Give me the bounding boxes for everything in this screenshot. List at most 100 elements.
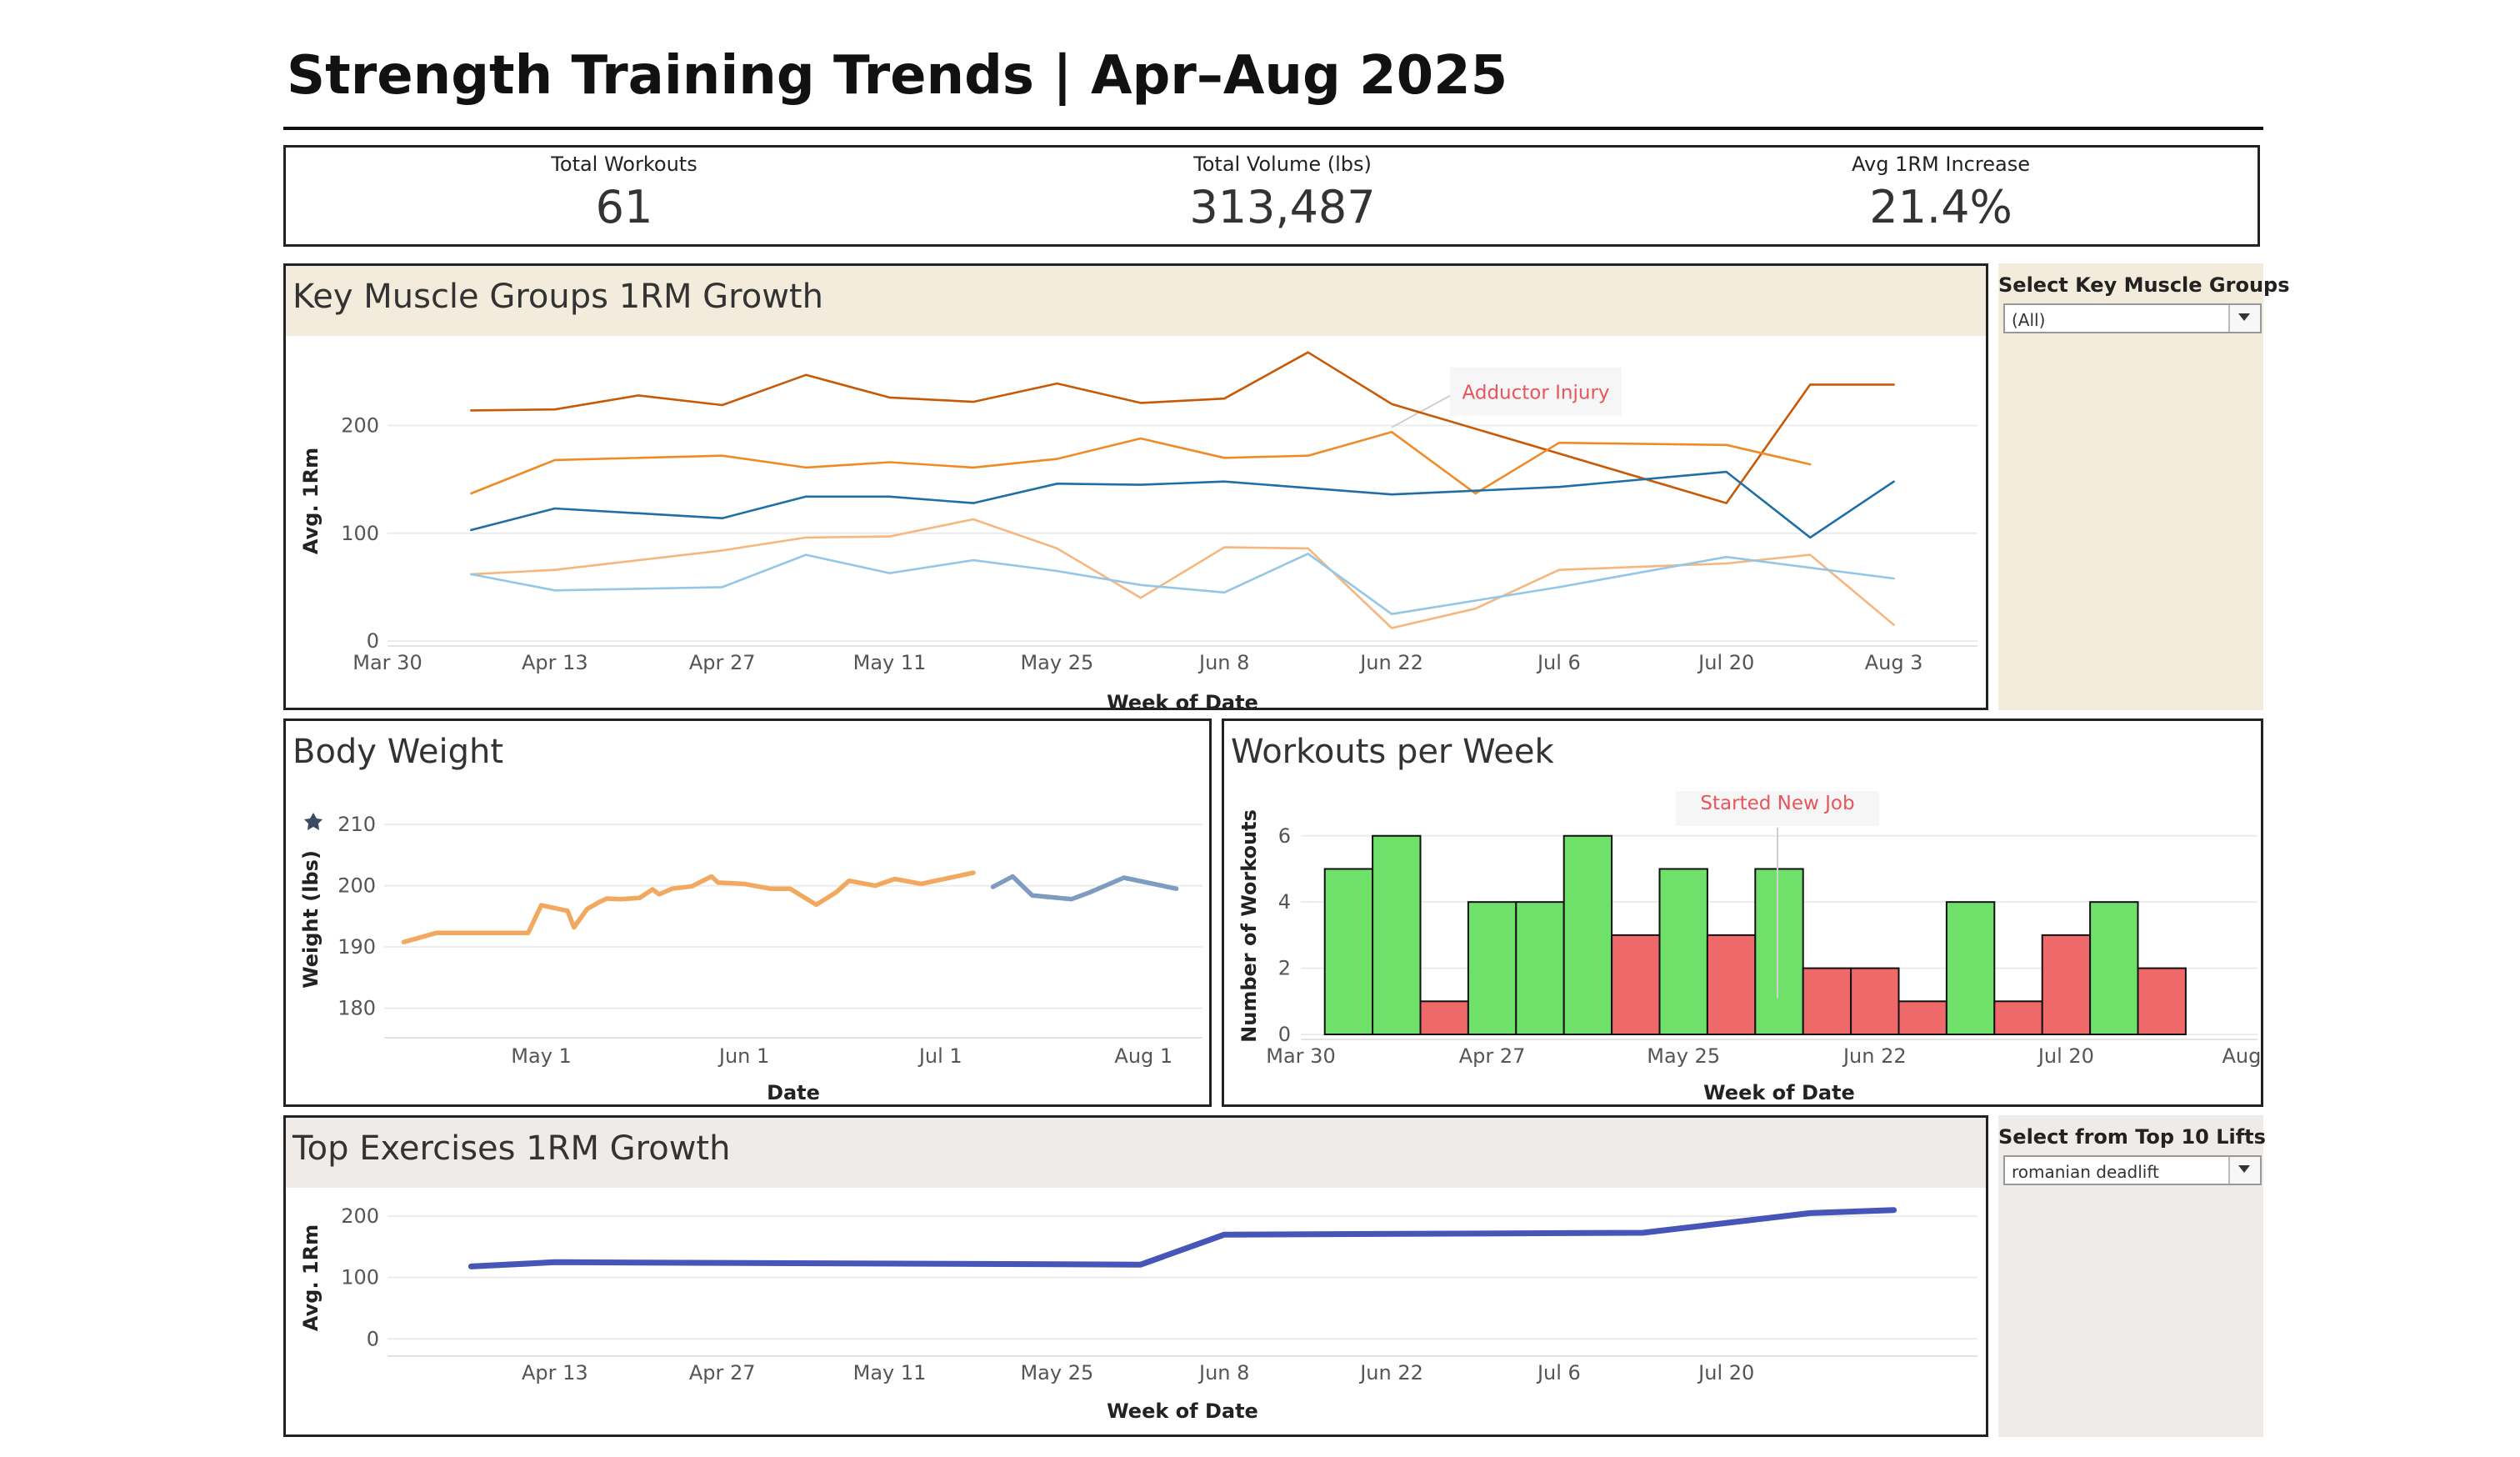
y-axis-title: Number of Workouts — [1238, 809, 1261, 1043]
bar — [1993, 1000, 2043, 1035]
x-tick-label: Mar 30 — [352, 651, 422, 674]
workouts-per-week-chart: 0 2 4 6 Mar 30 Apr 27 May 25 Jun 22 Jul 20 Aug 17… — [1238, 791, 2261, 1104]
x-tick-label: Jun 8 — [1198, 651, 1249, 674]
series-line — [468, 1207, 1898, 1269]
top-exercises-chart: 0 100 200 Apr 13 Apr 27 May 11 May 25 Jun 8 Jun … — [299, 1204, 1978, 1423]
bar — [1850, 967, 1900, 1036]
x-tick-label: Jul 20 — [1697, 651, 1754, 674]
top-lifts-filter-panel: Select from Top 10 Lifts romanian deadli… — [1998, 1115, 2266, 1437]
bar — [1802, 967, 1852, 1036]
bar — [1754, 868, 1804, 1036]
chevron-down-icon[interactable] — [2228, 305, 2260, 332]
top-exercises-panel: Top Exercises 1RM Growth 0 100 200 Apr 13 Ap… — [283, 1115, 1988, 1437]
kpi-avg-1rm-increase: Avg 1RM Increase 21.4% — [1732, 153, 2149, 233]
panel-title: Top Exercises 1RM Growth — [292, 1129, 731, 1168]
series-line — [470, 552, 1895, 616]
y-tick-label: 100 — [341, 522, 379, 545]
x-tick-label: Jun 22 — [1358, 1361, 1423, 1384]
kpi-value: 61 — [595, 181, 653, 233]
panel-header: Workouts per Week — [1224, 721, 2261, 791]
x-axis-title: Week of Date — [1107, 691, 1258, 708]
x-tick-label: Apr 27 — [689, 651, 756, 674]
panel-title: Key Muscle Groups 1RM Growth — [292, 278, 823, 316]
x-axis-title: Week of Date — [1703, 1081, 1855, 1104]
kpi-value: 313,487 — [1189, 181, 1376, 233]
body-weight-panel: Body Weight 180 190 200 210 May 1 Jun 1 Jul 1 A… — [283, 718, 1212, 1107]
annotation-text: Adductor Injury — [1462, 383, 1610, 404]
workouts-per-week-panel: Workouts per Week 0 2 4 6 Mar 30 Apr 27 May 25… — [1222, 718, 2263, 1107]
series-line — [470, 518, 1895, 629]
muscle-groups-panel: Key Muscle Groups 1RM Growth 0 100 200 Mar … — [283, 263, 1988, 710]
x-tick-label: May 25 — [1020, 1361, 1093, 1384]
x-tick-label: Apr 27 — [1459, 1044, 1526, 1068]
bar — [1611, 934, 1661, 1035]
x-tick-label: Jul 6 — [1536, 1361, 1581, 1384]
chevron-down-icon[interactable] — [2228, 1157, 2260, 1184]
y-tick-label: 0 — [367, 629, 379, 653]
x-tick-label: May 25 — [1647, 1044, 1720, 1068]
kpi-total-workouts: Total Workouts 61 — [416, 153, 832, 233]
annotation-leader — [1391, 394, 1451, 428]
top-lifts-dropdown[interactable]: romanian deadlift — [2003, 1155, 2262, 1185]
x-tick-label: Aug 1 — [1114, 1044, 1172, 1068]
bar — [1658, 868, 1708, 1036]
x-tick-label: Jul 20 — [1697, 1361, 1754, 1384]
panel-title: Workouts per Week — [1231, 733, 1554, 771]
y-axis-title: Weight (lbs) — [299, 850, 322, 989]
bar — [1515, 901, 1565, 1035]
x-tick-label: Jul 6 — [1536, 651, 1581, 674]
y-tick-label: 2 — [1278, 957, 1291, 980]
muscle-filter-panel: Select Key Muscle Groups (All) — [1998, 263, 2290, 710]
panel-header: Top Exercises 1RM Growth — [286, 1118, 1986, 1188]
y-tick-label: 4 — [1278, 890, 1291, 914]
y-tick-label: 200 — [341, 414, 379, 438]
annotation-box — [1450, 367, 1622, 416]
x-axis-title: Week of Date — [1107, 1399, 1258, 1423]
y-tick-label: 200 — [341, 1204, 379, 1228]
bar — [1323, 868, 1374, 1036]
series-line — [401, 870, 976, 944]
kpi-total-volume: Total Volume (lbs) 313,487 — [1074, 153, 1491, 233]
bar — [1419, 1000, 1469, 1035]
x-tick-label: Jun 8 — [1198, 1361, 1249, 1384]
bar — [2137, 967, 2187, 1036]
y-tick-label: 210 — [338, 813, 376, 836]
muscle-groups-chart: 0 100 200 Mar 30 Apr 13 Apr 27 May 11 May 25 Jun… — [299, 351, 1978, 708]
kpi-label: Total Workouts — [551, 153, 698, 176]
x-tick-label: Apr 27 — [689, 1361, 756, 1384]
x-tick-label: May 1 — [511, 1044, 572, 1068]
x-tick-label: May 11 — [853, 1361, 927, 1384]
kpi-label: Total Volume (lbs) — [1193, 153, 1372, 176]
y-axis-title: Avg. 1Rm — [299, 448, 322, 554]
x-tick-label: Apr 13 — [522, 651, 588, 674]
x-tick-label: Apr 13 — [522, 1361, 588, 1384]
x-axis-title: Date — [767, 1081, 820, 1104]
series-line — [470, 431, 1812, 495]
y-tick-label: 180 — [338, 997, 376, 1020]
x-tick-label: Jul 20 — [2037, 1044, 2094, 1068]
y-tick-label: 0 — [367, 1327, 379, 1350]
bar — [1706, 934, 1757, 1035]
kpi-label: Avg 1RM Increase — [1852, 153, 2030, 176]
y-tick-label: 0 — [1278, 1023, 1291, 1046]
bar — [1898, 1000, 1948, 1035]
kpi-strip: Total Workouts 61 Total Volume (lbs) 313… — [283, 145, 2260, 247]
body-weight-chart: 180 190 200 210 May 1 Jun 1 Jul 1 Aug 1 Date Weig… — [299, 813, 1202, 1104]
title-divider — [283, 127, 2263, 130]
y-axis-title: Avg. 1Rm — [299, 1224, 322, 1331]
x-tick-label: Mar 30 — [1266, 1044, 1335, 1068]
panel-title: Body Weight — [292, 733, 504, 771]
y-tick-label: 200 — [338, 874, 376, 898]
bar — [1372, 834, 1422, 1035]
pin-icon[interactable] — [301, 811, 326, 836]
x-tick-label: Jun 22 — [1842, 1044, 1907, 1068]
x-tick-label: Jul 1 — [918, 1044, 962, 1068]
y-tick-label: 6 — [1278, 824, 1291, 848]
bar — [1467, 901, 1518, 1035]
x-tick-label: Aug 3 — [1865, 651, 1923, 674]
bar — [1945, 901, 1996, 1035]
page-title: Strength Training Trends | Apr–Aug 2025 — [287, 45, 1508, 107]
panel-header: Key Muscle Groups 1RM Growth — [286, 266, 1986, 336]
series-line — [470, 470, 1895, 539]
muscle-group-dropdown[interactable]: (All) — [2003, 303, 2262, 333]
